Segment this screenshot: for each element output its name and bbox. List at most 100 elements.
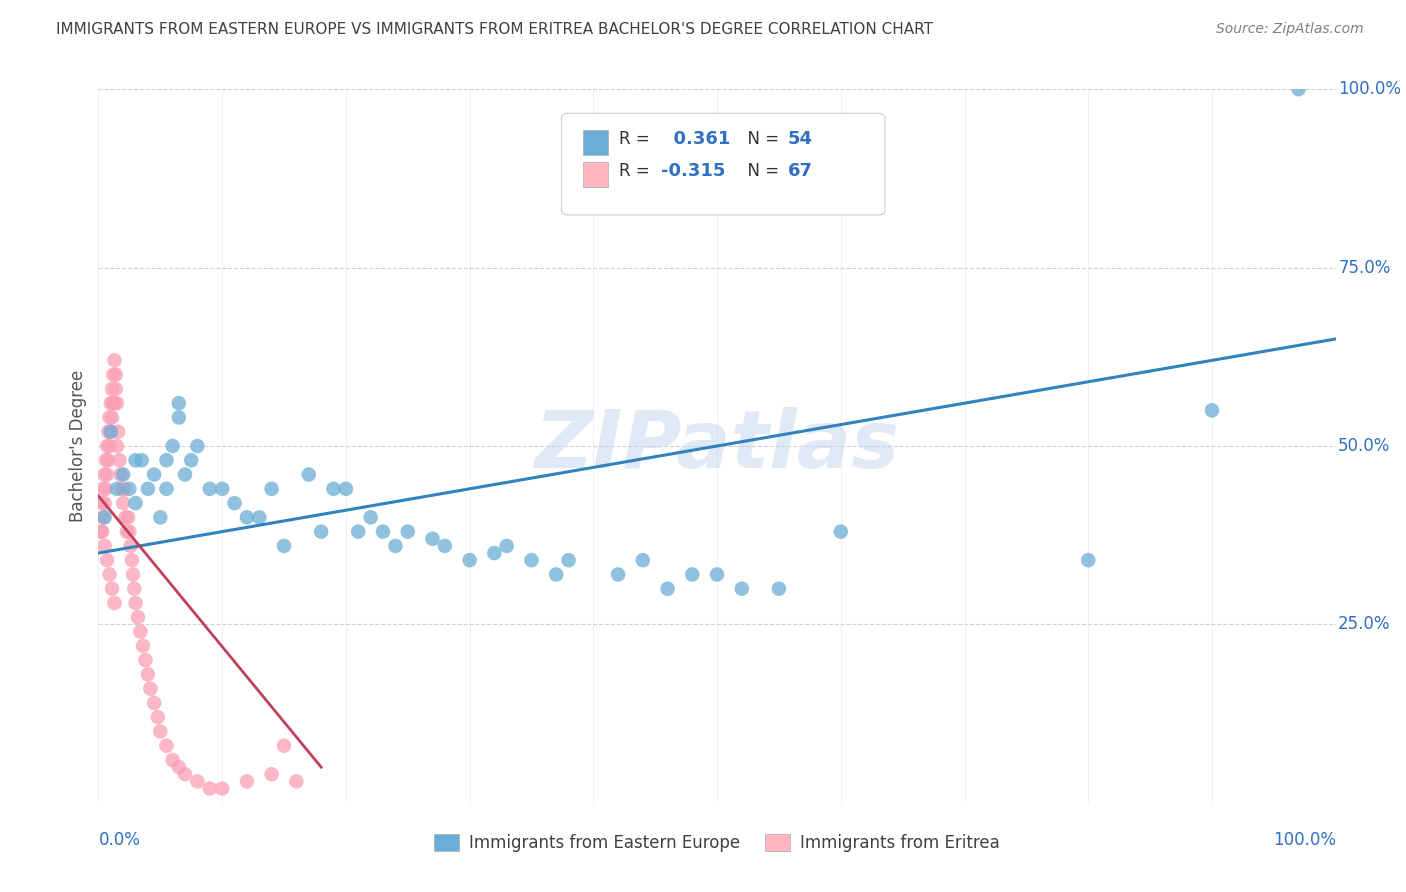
Point (180, 453, 202, 467)
Point (112, 482, 135, 496)
Point (93, 467, 115, 482)
Text: 100.0%: 100.0% (1272, 831, 1336, 849)
Point (1201, 403, 1223, 417)
Point (98, 567, 121, 582)
Point (114, 510, 136, 524)
Point (149, 724, 172, 739)
Point (384, 539, 406, 553)
Point (422, 532, 444, 546)
Point (211, 781, 233, 796)
Point (236, 510, 259, 524)
Text: 54: 54 (787, 130, 813, 148)
Point (174, 467, 197, 482)
Point (94, 482, 117, 496)
Point (360, 510, 382, 524)
Point (155, 453, 177, 467)
Point (236, 774, 259, 789)
Point (167, 396, 190, 410)
Point (335, 482, 357, 496)
Text: ZIPatlas: ZIPatlas (534, 407, 900, 485)
Point (96, 467, 118, 482)
Point (143, 467, 166, 482)
Point (98, 410, 121, 425)
Point (211, 482, 233, 496)
Point (118, 524, 141, 539)
Point (557, 553, 579, 567)
Point (136, 667, 159, 681)
Point (1288, 82, 1310, 96)
Point (124, 453, 146, 467)
Point (174, 767, 197, 781)
Point (520, 553, 543, 567)
Point (127, 610, 149, 624)
Point (167, 760, 190, 774)
Point (260, 767, 283, 781)
Point (107, 425, 129, 439)
Point (260, 482, 283, 496)
Point (118, 482, 141, 496)
Point (143, 696, 166, 710)
Point (631, 553, 654, 567)
Point (347, 524, 370, 539)
Point (247, 510, 270, 524)
Legend: Immigrants from Eastern Europe, Immigrants from Eritrea: Immigrants from Eastern Europe, Immigran… (427, 827, 1007, 859)
Point (101, 582, 124, 596)
Point (101, 382, 124, 396)
Point (309, 524, 332, 539)
Point (167, 410, 190, 425)
Point (298, 467, 321, 482)
Point (117, 510, 139, 524)
Point (112, 496, 135, 510)
Point (198, 482, 221, 496)
Point (396, 524, 419, 539)
Point (1077, 553, 1099, 567)
Point (110, 467, 132, 482)
Point (96, 439, 118, 453)
Point (129, 624, 152, 639)
Point (186, 439, 208, 453)
Point (91, 524, 114, 539)
Point (124, 582, 146, 596)
Point (100, 396, 122, 410)
Point (706, 567, 728, 582)
Point (546, 567, 568, 582)
Text: 67: 67 (787, 162, 813, 180)
Point (149, 510, 172, 524)
Point (93, 510, 115, 524)
Point (273, 739, 295, 753)
Text: -0.315: -0.315 (661, 162, 725, 180)
Text: 0.361: 0.361 (661, 130, 731, 148)
Point (186, 774, 208, 789)
Point (93, 496, 115, 510)
Text: 50.0%: 50.0% (1339, 437, 1391, 455)
Text: IMMIGRANTS FROM EASTERN EUROPE VS IMMIGRANTS FROM ERITREA BACHELOR'S DEGREE CORR: IMMIGRANTS FROM EASTERN EUROPE VS IMMIGR… (56, 22, 934, 37)
Point (103, 596, 125, 610)
Text: 0.0%: 0.0% (98, 831, 141, 849)
Point (155, 739, 177, 753)
Point (433, 539, 456, 553)
Point (224, 496, 246, 510)
Point (100, 425, 122, 439)
Point (198, 781, 221, 796)
Point (97, 425, 120, 439)
Point (273, 539, 295, 553)
Point (134, 653, 156, 667)
Point (124, 496, 146, 510)
Point (115, 524, 138, 539)
Point (120, 539, 142, 553)
Point (91, 496, 114, 510)
Point (103, 353, 125, 368)
Point (94, 453, 117, 467)
Point (108, 453, 131, 467)
Point (731, 582, 754, 596)
Point (132, 639, 155, 653)
Point (98, 439, 121, 453)
Point (103, 396, 125, 410)
Point (101, 410, 124, 425)
Point (103, 368, 125, 382)
Point (162, 753, 184, 767)
Point (105, 439, 128, 453)
Point (768, 582, 790, 596)
Point (657, 582, 679, 596)
Text: Source: ZipAtlas.com: Source: ZipAtlas.com (1216, 22, 1364, 37)
